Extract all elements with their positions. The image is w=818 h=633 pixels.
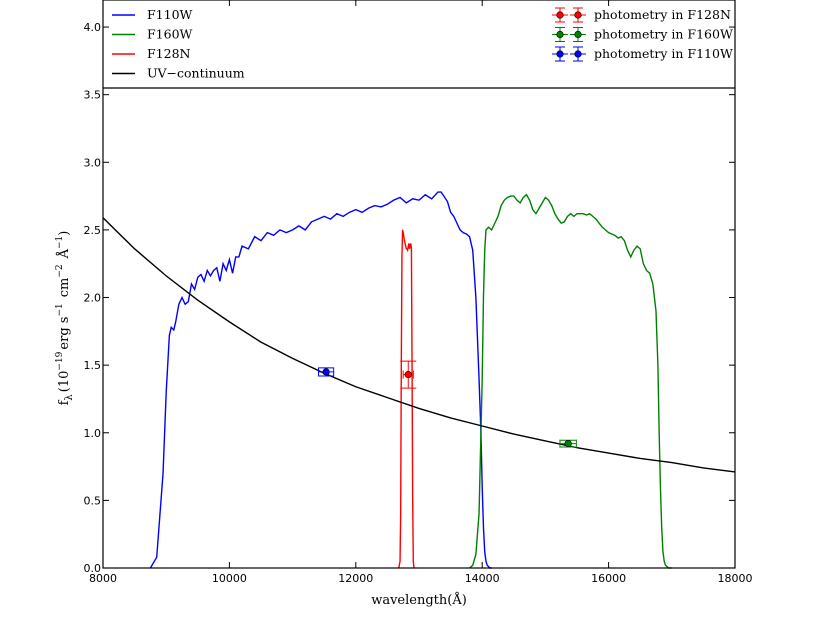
legend-entry-uv-continuum: UV−continuum bbox=[112, 66, 245, 81]
legend-marker bbox=[574, 50, 582, 58]
y-axis-label-cm: cm bbox=[57, 278, 72, 298]
legend-label: F160W bbox=[147, 27, 193, 42]
y-tick-label: 1.5 bbox=[84, 359, 102, 372]
x-tick-label: 12000 bbox=[338, 572, 373, 585]
y-axis-label: fλ(10−19erg s−1cm−2Å−1) bbox=[55, 231, 75, 406]
y-tick-label: 1.0 bbox=[84, 427, 102, 440]
y-tick-label: 0.0 bbox=[84, 562, 102, 575]
y-tick-label: 4.0 bbox=[84, 21, 102, 34]
y-tick-label: 2.0 bbox=[84, 292, 102, 305]
series-line-f128n bbox=[398, 229, 415, 569]
plot-background bbox=[103, 0, 735, 568]
x-axis-label: wavelength(Å) bbox=[371, 592, 467, 608]
y-axis-label-close: ) bbox=[57, 231, 72, 236]
photometry-point-photometry-in-f128n bbox=[400, 360, 417, 389]
series-layer bbox=[102, 191, 736, 569]
legend-marker bbox=[574, 30, 582, 39]
tick-layer: 8000 10000 12000 14000 16000 18000 0.0 0.5 1.0 1.… bbox=[84, 0, 753, 585]
plot-frame bbox=[102, 0, 736, 569]
x-tick-label: 8000 bbox=[89, 572, 117, 585]
x-tick-label: 14000 bbox=[465, 572, 500, 585]
series-line-uv-continuum bbox=[102, 217, 736, 473]
x-tick-label: 18000 bbox=[718, 572, 753, 585]
legend-label: UV−continuum bbox=[147, 66, 245, 81]
y-axis-label-open: (10 bbox=[57, 371, 72, 393]
legend-marker bbox=[556, 30, 564, 39]
legend-entry-f160w: F160W bbox=[112, 27, 193, 42]
legend-label: photometry in F110W bbox=[594, 46, 733, 61]
y-tick-label: 0.5 bbox=[84, 494, 102, 507]
series-line-f110w bbox=[149, 191, 492, 569]
legend-entry-photometry-in-f128n: photometry in F128N bbox=[552, 7, 731, 23]
legend-entry-f128n: F128N bbox=[112, 46, 191, 61]
y-axis-label-erg: erg s bbox=[57, 317, 72, 350]
photometry-layer bbox=[318, 360, 577, 448]
photometry-marker bbox=[404, 371, 412, 379]
y-tick-label: 3.5 bbox=[84, 89, 102, 102]
legend: F110W F160W F128N UV−continuum photometry in… bbox=[112, 7, 733, 81]
legend-label: photometry in F160W bbox=[594, 27, 733, 42]
y-axis-label-exp4: −1 bbox=[55, 236, 65, 249]
legend-background bbox=[103, 0, 735, 88]
photometry-point-photometry-in-f110w bbox=[318, 367, 335, 377]
legend-marker bbox=[556, 50, 564, 58]
legend-entry-photometry-in-f160w: photometry in F160W bbox=[552, 27, 733, 42]
y-axis-label-exp1: −19 bbox=[55, 351, 65, 370]
photometry-marker bbox=[564, 439, 572, 448]
y-axis-label-exp2: −1 bbox=[55, 303, 65, 316]
photometry-point-photometry-in-f160w bbox=[559, 439, 577, 448]
x-tick-label: 16000 bbox=[591, 572, 626, 585]
y-axis-label-ang: Å bbox=[56, 248, 72, 259]
photometry-marker bbox=[322, 368, 330, 376]
legend-label: F128N bbox=[147, 46, 191, 61]
y-axis-label-f: f bbox=[57, 399, 72, 405]
y-tick-label: 3.0 bbox=[84, 156, 102, 169]
legend-entry-photometry-in-f110w: photometry in F110W bbox=[552, 46, 733, 62]
x-tick-label: 10000 bbox=[212, 572, 247, 585]
y-axis-label-sub: λ bbox=[64, 394, 75, 401]
legend-entry-f110w: F110W bbox=[112, 7, 193, 22]
legend-label: photometry in F128N bbox=[594, 7, 731, 22]
y-tick-label: 2.5 bbox=[84, 224, 102, 237]
legend-marker bbox=[574, 11, 582, 19]
legend-marker bbox=[556, 11, 564, 19]
series-line-f160w bbox=[469, 193, 672, 569]
y-axis-label-exp3: −2 bbox=[55, 264, 65, 277]
legend-label: F110W bbox=[147, 7, 193, 22]
